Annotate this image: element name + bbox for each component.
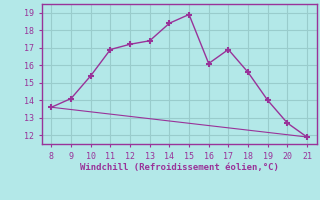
X-axis label: Windchill (Refroidissement éolien,°C): Windchill (Refroidissement éolien,°C) <box>80 163 279 172</box>
